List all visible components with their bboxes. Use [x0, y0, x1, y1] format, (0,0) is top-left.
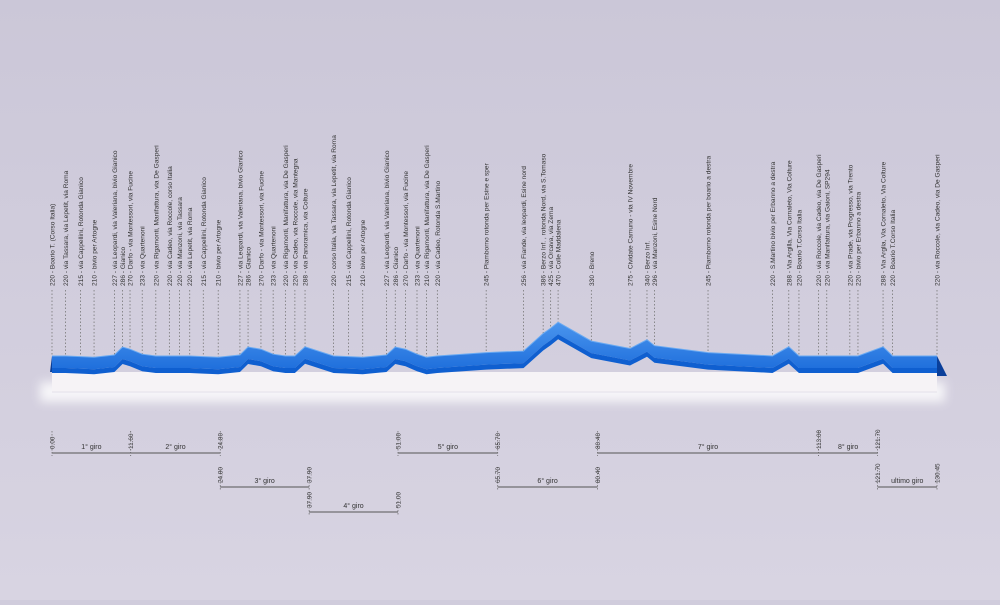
waypoint-label: 220 - S.Martino bivio per Erbanno a dest…: [770, 161, 777, 286]
waypoint-label: 270 - Darfo - via Montessori, via Fucine: [128, 171, 135, 286]
waypoint-label: 233 - via Quartenoni: [140, 226, 147, 286]
lap-name: 6° giro: [537, 477, 557, 485]
waypoint-label: 256 - via Fiande, via leopardi, Esine no…: [521, 166, 528, 286]
waypoint-label: 470 - Colle Maddalena: [556, 219, 563, 286]
lap-name: 1° giro: [81, 443, 101, 451]
lap-name: 5° giro: [438, 443, 458, 451]
waypoint-label: 220 - corso Italia, via Tassara, via Lep…: [331, 135, 338, 286]
lap-name: 3° giro: [255, 477, 275, 485]
waypoint-label: 220 - via Cadeo, via Roccole, via Manteg…: [292, 158, 299, 286]
waypoint-label: 210 - bivio per Artogne: [360, 219, 367, 286]
lap-km-label: 113.00: [816, 429, 823, 449]
lap-name: 2° giro: [165, 443, 185, 451]
waypoint-label: 220 - Boario T.Corso Italia: [890, 210, 897, 286]
lap-km-label: 0.00: [49, 436, 56, 449]
waypoint-label: 220 - Boario T.Corso Italia: [796, 210, 803, 286]
waypoint-label: 386 - Berzo Inf. , rotonda Nord, via S.T…: [541, 153, 548, 286]
waypoint-label: 275 - Cividate Camuno - via IV Novembre: [628, 164, 635, 286]
lap-km-label: 80.40: [595, 433, 602, 449]
waypoint-label: 220 - via Roccole, via Cadeo, via De Gas…: [935, 154, 942, 286]
lap-km-label: 51.00: [395, 492, 402, 508]
lap-name: ultimo giro: [891, 478, 923, 485]
lap-km-label: 37.90: [306, 467, 313, 483]
waypoint-label: 220 - via Rigamonti, Manifattura, via De…: [283, 145, 290, 286]
lap-km-label: 24.80: [218, 433, 225, 449]
profile-front-face: [52, 334, 937, 375]
profile-top-surface: [52, 322, 937, 370]
waypoint-label: 245 - Piamborno rotonda per boario a des…: [706, 156, 713, 286]
waypoint-label: 288 - via Panoramica, via Colture: [303, 188, 310, 286]
lap-km-label: 51.00: [395, 433, 402, 449]
profile-back-edge: [52, 321, 937, 358]
waypoint-label: 220 - via Rigamonti, Manifattura, via De…: [153, 145, 160, 286]
waypoint-label: 220 - via Tassara, via Lepetit, via Roma: [63, 170, 70, 286]
waypoint-label: 220 - via Manifattura, via Gaioni, SP294: [824, 169, 831, 286]
waypoint-labels: 220 - Boario T. (Corso Italia) 220 - via …: [50, 135, 942, 286]
waypoint-label: 220 - bivio per Erbanno a destra: [855, 191, 862, 286]
lap-km-label: 11.60: [128, 433, 135, 449]
lap-km-label: 65.70: [495, 467, 502, 483]
waypoint-label: 296 - via Manzoni, Esine Nord: [652, 197, 659, 286]
profile-end-cap: [937, 355, 947, 376]
waypoint-label: 215 - via Cappellini, Rotonda Gianico: [346, 177, 353, 286]
profile-base: [52, 372, 937, 392]
lap-name: 4° giro: [343, 502, 363, 510]
waypoint-label: 215 - via Cappellini, Rotonda Gianico: [201, 177, 208, 286]
waypoint-label: 286 - Gianico: [120, 246, 127, 286]
lap-name: 7° giro: [698, 443, 718, 451]
waypoint-label: 288 - Via Arglia, Via Cornaleto, Via Col…: [881, 161, 888, 286]
waypoint-label: 233 - via Quartenoni: [271, 226, 278, 286]
waypoint-label: 227 - via Leopardi, via Valeriana, bivio…: [237, 150, 244, 286]
lap-km-label: 130.45: [934, 463, 941, 483]
lap-km-label: 24.80: [218, 467, 225, 483]
waypoint-label: 220 - via Manzoni, via Tassara: [177, 197, 184, 286]
waypoint-label: 210 - via Rigamonti, Manifattura, via De…: [424, 145, 431, 286]
waypoint-label: 215 - via Cappellini, Rotonda Gianico: [78, 177, 85, 286]
lap-km-label: 121.70: [875, 429, 882, 449]
waypoint-label: 245 - Piamborno rotonda per Esine e sper: [484, 162, 491, 286]
waypoint-guides: [51, 290, 938, 358]
lap-name: 8° giro: [838, 443, 858, 451]
waypoint-label: 220 - via Cadeo, Rotonda S.Martino: [435, 180, 442, 286]
waypoint-label: 220 - via Lepetit, via Roma: [187, 207, 194, 286]
waypoint-label: 210 - bivio per Artogne: [92, 219, 99, 286]
waypoint-label: 288 - Via Argilla, Via Cornaleto, Via Co…: [786, 160, 793, 286]
waypoint-label: 220 - via Roccole, via Cadeo, via De Gas…: [816, 154, 823, 286]
waypoint-label: 340 - Berzo Inf.: [644, 241, 651, 286]
waypoint-label: 270 - Darfo - via Montessori, via Fucine: [403, 171, 410, 286]
lap-km-label: 121.70: [875, 463, 882, 483]
lap-km-label: 65.70: [495, 433, 502, 449]
lap-scale: 0.00 11.60 1° giro 24.80 2° giro 51.00 65.70 5°…: [49, 429, 941, 515]
waypoint-label: 425 - via Orcava, via Zema: [548, 207, 555, 286]
waypoint-label: 220 - Boario T. (Corso Italia): [50, 204, 57, 286]
waypoint-label: 270 - Darfo - via Montessori, via Fucine: [258, 171, 265, 286]
waypoint-label: 220 - via Prade, via Progresso, via Tren…: [847, 164, 854, 286]
waypoint-label: 227 - via Leopardi, via Valeriana, bivio…: [112, 150, 119, 286]
profile-start-cap: [50, 355, 52, 372]
waypoint-label: 330 - Breno: [589, 251, 596, 286]
elevation-profile: [40, 321, 947, 402]
lap-km-label: 80.40: [595, 467, 602, 483]
waypoint-label: 220 - via Cadeo, via Roccole, corso Ital…: [167, 166, 174, 286]
waypoint-label: 286 - Gianico: [246, 246, 253, 286]
lap-km-label: 37.90: [306, 492, 313, 508]
waypoint-label: 227 - via Leopardi, via Valeriana, bivio…: [384, 150, 391, 286]
waypoint-label: 210 - bivio per Artogne: [216, 219, 223, 286]
waypoint-label: 233 - via Quartenoni: [414, 226, 421, 286]
waypoint-label: 286 - Gianico: [393, 246, 400, 286]
